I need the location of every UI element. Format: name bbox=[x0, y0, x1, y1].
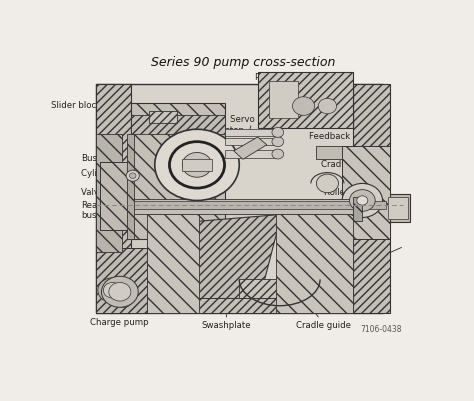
Bar bbox=[96, 76, 403, 317]
Bar bbox=[131, 104, 225, 239]
Circle shape bbox=[126, 171, 139, 182]
Bar bbox=[147, 215, 199, 314]
Bar bbox=[122, 202, 386, 209]
Bar bbox=[149, 111, 177, 124]
Text: Cylinder block: Cylinder block bbox=[82, 169, 143, 178]
Bar bbox=[147, 298, 349, 314]
Circle shape bbox=[103, 283, 122, 298]
Circle shape bbox=[101, 277, 138, 308]
Circle shape bbox=[272, 150, 284, 160]
Text: Shaft
seal: Shaft seal bbox=[362, 207, 384, 226]
Text: Piston: Piston bbox=[254, 73, 280, 101]
Bar bbox=[225, 130, 276, 137]
Bar bbox=[147, 221, 349, 298]
Text: Slipper: Slipper bbox=[309, 73, 339, 101]
Text: Rear
bushing: Rear bushing bbox=[82, 200, 116, 220]
Bar bbox=[96, 85, 383, 215]
Bar bbox=[100, 162, 128, 230]
Text: Cradle guide: Cradle guide bbox=[296, 313, 351, 329]
Text: Roller bearing: Roller bearing bbox=[324, 187, 384, 197]
Text: Servo arm: Servo arm bbox=[230, 115, 274, 136]
Bar bbox=[182, 159, 212, 172]
Bar bbox=[225, 139, 276, 146]
Circle shape bbox=[316, 175, 338, 193]
Bar bbox=[388, 198, 408, 219]
Text: Series 90 pump cross-section: Series 90 pump cross-section bbox=[151, 56, 335, 69]
Bar bbox=[342, 147, 390, 239]
Bar bbox=[316, 147, 342, 159]
Text: Servo piston: Servo piston bbox=[190, 126, 244, 154]
Bar bbox=[353, 85, 390, 314]
Text: Swashplate: Swashplate bbox=[201, 310, 251, 329]
Bar bbox=[96, 85, 131, 314]
Circle shape bbox=[182, 153, 212, 178]
Bar bbox=[258, 73, 353, 128]
Bar bbox=[353, 198, 362, 221]
Bar bbox=[276, 215, 353, 314]
Polygon shape bbox=[147, 215, 282, 309]
Circle shape bbox=[155, 130, 239, 201]
Bar bbox=[127, 135, 134, 239]
Text: Input shaft: Input shaft bbox=[337, 248, 401, 270]
Circle shape bbox=[109, 283, 131, 301]
Bar bbox=[239, 280, 320, 304]
Text: Charge pump: Charge pump bbox=[91, 307, 149, 326]
Bar bbox=[96, 212, 383, 314]
Circle shape bbox=[342, 184, 383, 218]
Circle shape bbox=[272, 128, 284, 138]
Circle shape bbox=[357, 196, 368, 206]
Circle shape bbox=[129, 174, 136, 179]
Bar bbox=[96, 135, 122, 252]
Text: Bushing: Bushing bbox=[82, 153, 120, 162]
Text: Feedback linkage: Feedback linkage bbox=[309, 132, 384, 144]
Polygon shape bbox=[234, 138, 267, 160]
Text: 7106-0438: 7106-0438 bbox=[360, 325, 402, 334]
Circle shape bbox=[292, 97, 315, 116]
Circle shape bbox=[349, 190, 375, 212]
Bar bbox=[131, 199, 353, 215]
Circle shape bbox=[98, 278, 127, 303]
Circle shape bbox=[114, 292, 133, 308]
Bar bbox=[131, 116, 225, 135]
Text: Valve plate: Valve plate bbox=[82, 187, 129, 196]
Bar bbox=[100, 162, 128, 230]
Text: Displacement control: Displacement control bbox=[291, 88, 383, 101]
Circle shape bbox=[272, 138, 284, 147]
Bar bbox=[96, 249, 147, 314]
Bar bbox=[225, 151, 276, 158]
Bar bbox=[388, 195, 410, 223]
Circle shape bbox=[318, 99, 337, 115]
Text: Cradle bearing: Cradle bearing bbox=[320, 160, 384, 172]
Bar bbox=[269, 82, 298, 119]
Text: Slider block: Slider block bbox=[51, 101, 152, 120]
